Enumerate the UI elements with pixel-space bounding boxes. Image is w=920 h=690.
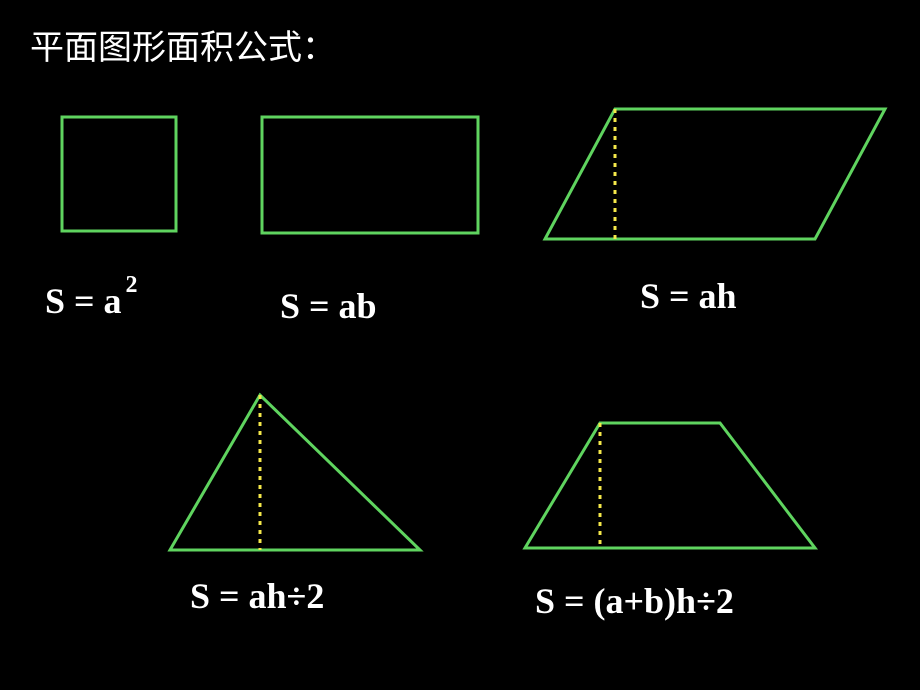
triangle-svg [165, 390, 425, 560]
trapezoid-svg [520, 418, 820, 558]
rectangle-formula: S = ab [280, 285, 377, 327]
triangle-shape [165, 390, 425, 560]
square-shape [60, 115, 178, 233]
parallelogram-formula: S = ah [640, 275, 737, 317]
square-formula-exp: 2 [126, 272, 138, 298]
rectangle-shape [260, 115, 480, 235]
square-formula: S = a2 [45, 280, 138, 322]
square-svg [60, 115, 178, 233]
parallelogram-svg [540, 104, 890, 244]
parallelogram-shape [540, 104, 890, 244]
square-formula-base: S = a [45, 281, 122, 321]
triangle-formula: S = ah÷2 [190, 575, 324, 617]
trapezoid-formula: S = (a+b)h÷2 [535, 580, 734, 622]
rectangle-svg [260, 115, 480, 235]
trapezoid-shape [520, 418, 820, 558]
page-title: 平面图形面积公式： [30, 20, 336, 69]
